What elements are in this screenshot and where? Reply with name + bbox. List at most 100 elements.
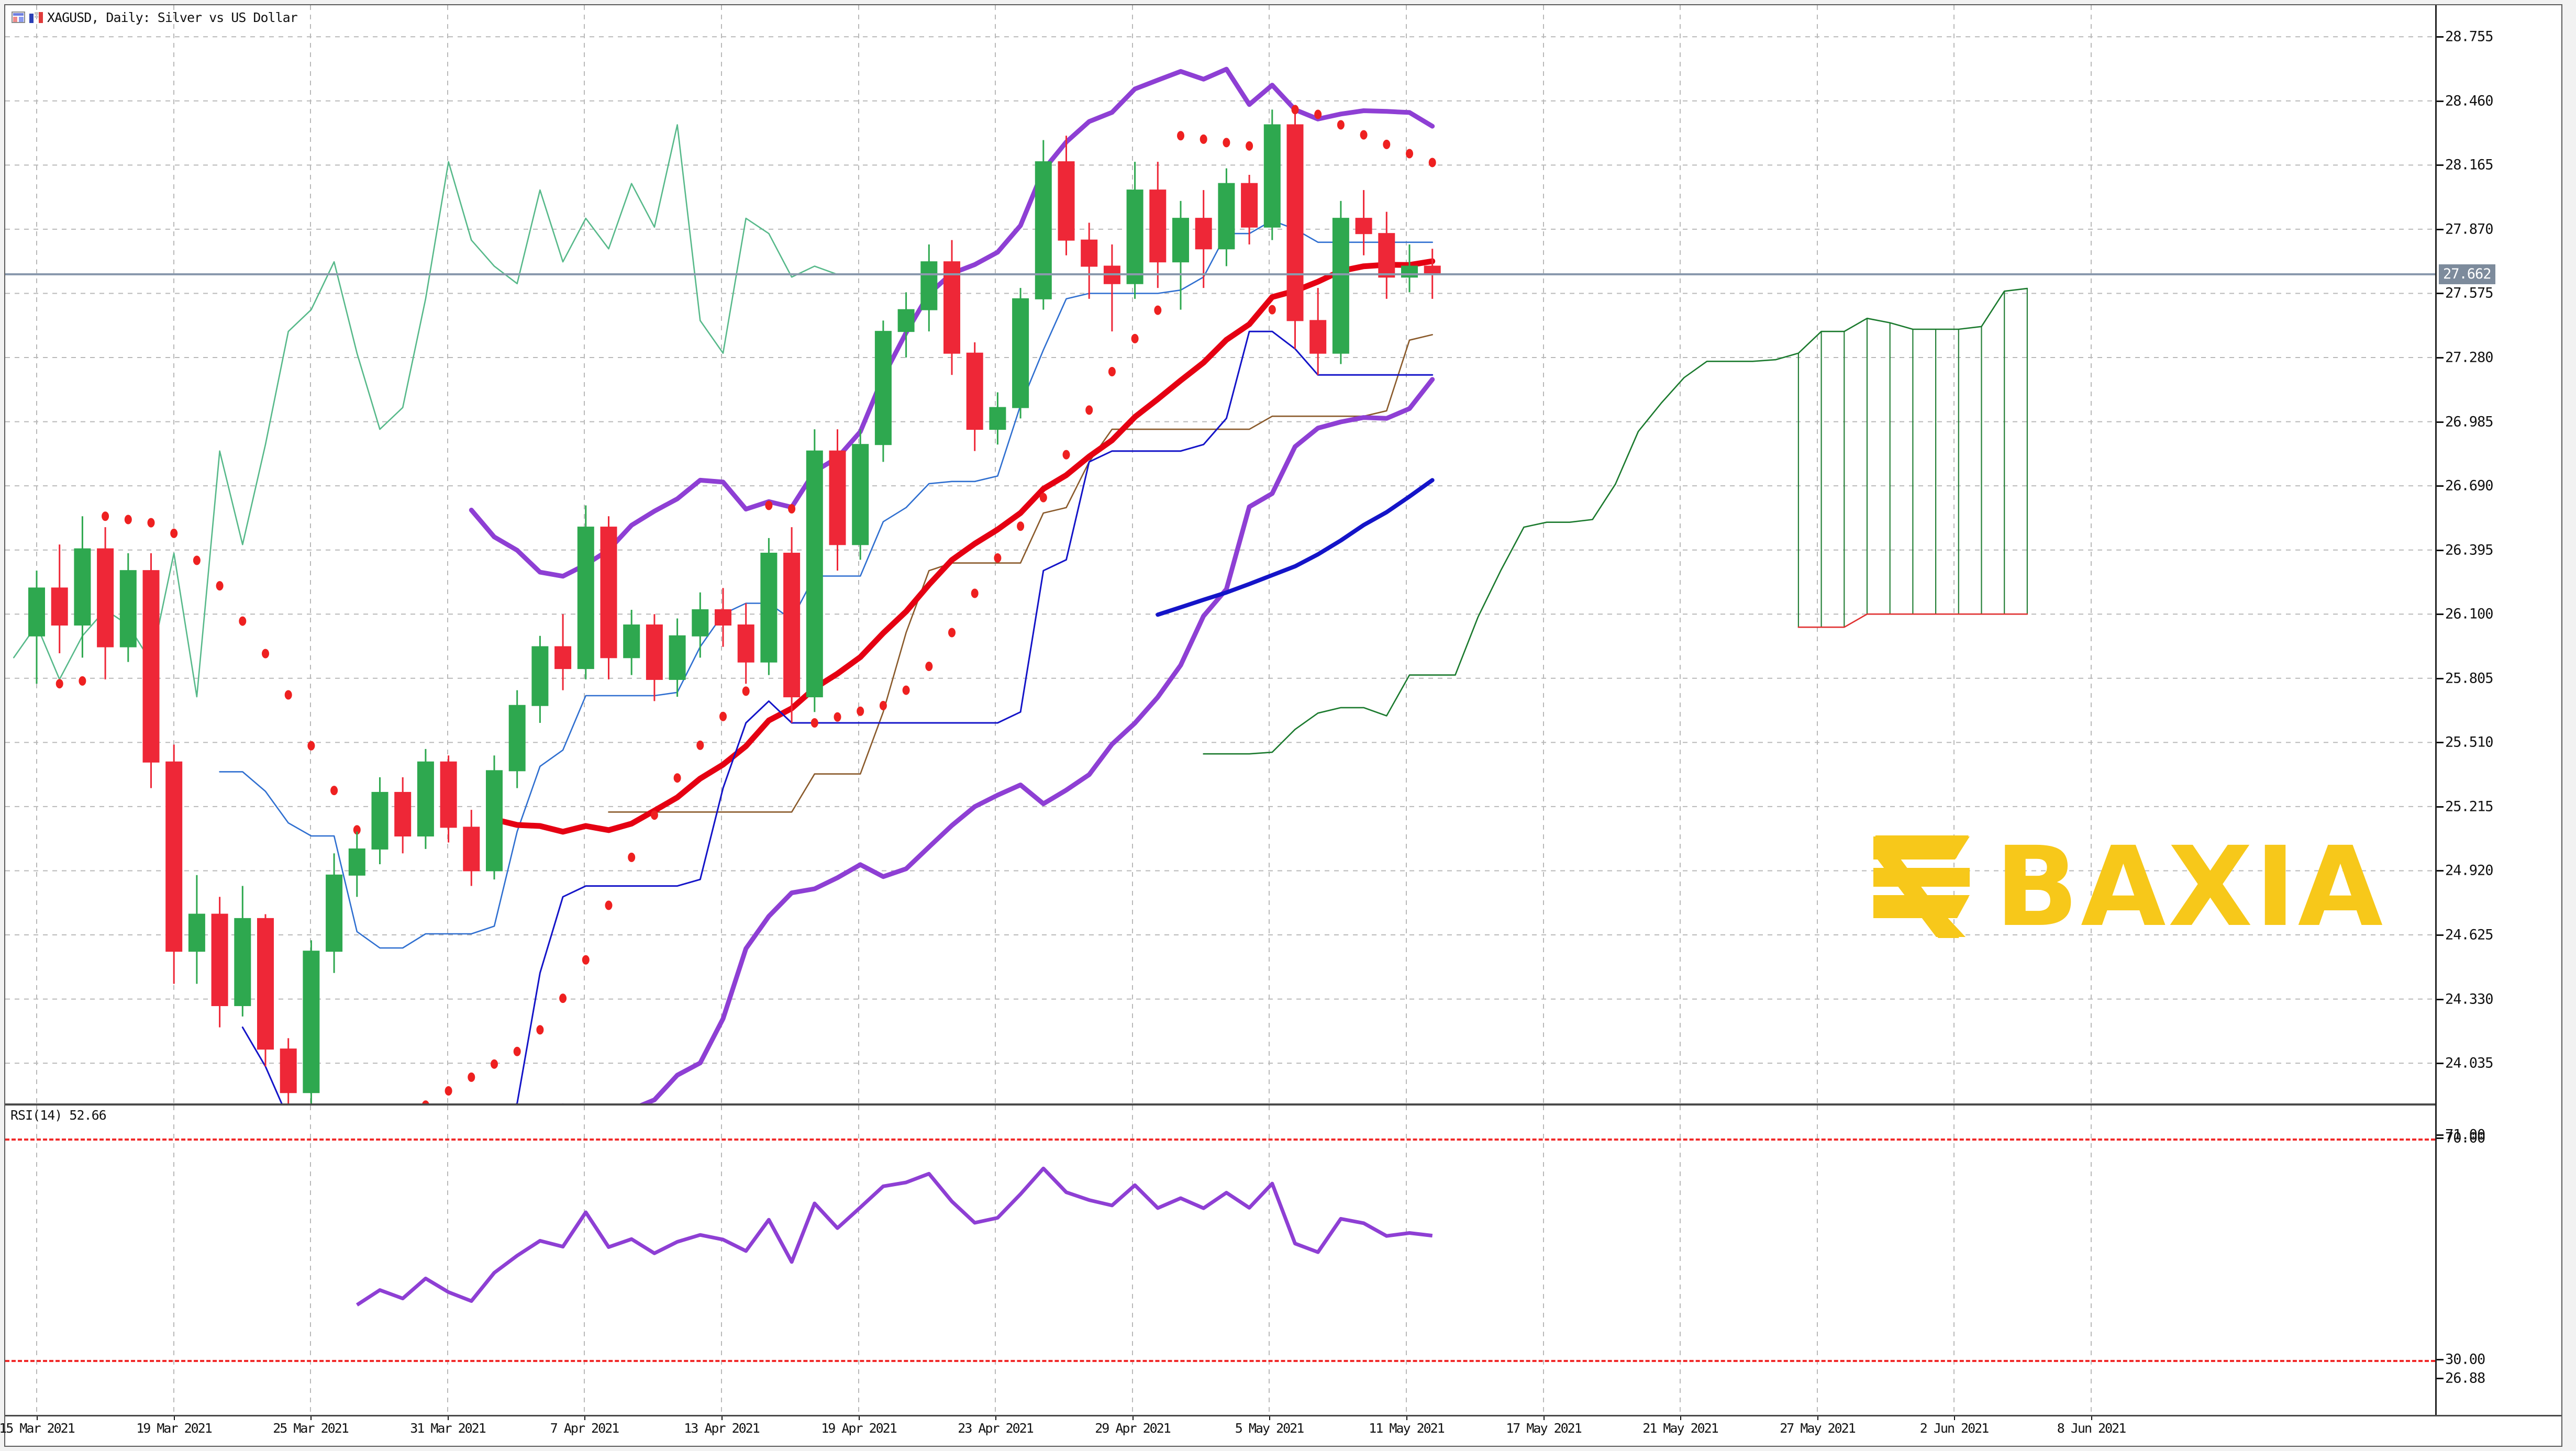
date-axis-label: 19 Mar 2021	[136, 1421, 213, 1436]
price-axis[interactable]: 28.755 28.460 28.165 27.870 27.575 27.280 26.9…	[2435, 5, 2561, 1415]
parabolic-sar-dots	[55, 105, 1436, 1103]
date-axis-label: 19 Apr 2021	[821, 1421, 897, 1436]
date-axis-label: 15 Mar 2021	[0, 1421, 75, 1436]
candle	[1149, 189, 1167, 263]
price-axis-label: 25.215	[2445, 798, 2494, 815]
date-axis-label: 11 May 2021	[1369, 1421, 1445, 1436]
rsi-axis-label-oversold-tick	[2437, 1359, 2444, 1361]
price-axis-label: 24.330	[2445, 991, 2494, 1008]
rsi-chart-canvas[interactable]	[5, 1106, 2435, 1415]
rsi-axis-label-current-tick	[2437, 1378, 2444, 1380]
price-axis-tick	[2437, 742, 2444, 744]
rsi-indicator-label: RSI(14) 52.66	[10, 1108, 107, 1123]
price-axis-tick	[2437, 36, 2444, 38]
candle	[1126, 189, 1143, 284]
price-axis-tick	[2437, 934, 2444, 936]
chart-window[interactable]: BAXIA XAGUSD, Daily: Silver vs US Dollar	[0, 4, 2562, 1447]
rsi-line	[356, 1166, 1433, 1307]
candle	[440, 761, 457, 828]
date-axis-label: 29 Apr 2021	[1095, 1421, 1171, 1436]
price-axis-label: 28.460	[2445, 93, 2494, 109]
date-axis-tick	[1406, 1416, 1407, 1420]
candle	[760, 552, 778, 663]
candle	[1195, 218, 1212, 250]
date-axis-label: 31 Mar 2021	[410, 1421, 486, 1436]
date-axis-tick	[1132, 1416, 1134, 1420]
date-axis-tick	[859, 1416, 860, 1420]
ichimoku-chikou-span	[13, 124, 838, 698]
candle	[554, 646, 572, 669]
date-axis-label: 21 May 2021	[1642, 1421, 1719, 1436]
candle	[1035, 161, 1052, 299]
candlestick-series	[28, 109, 1441, 1103]
candle	[74, 548, 91, 626]
price-axis-label: 24.920	[2445, 862, 2494, 879]
price-chart-canvas[interactable]	[5, 5, 2435, 1103]
moving-averages	[241, 258, 1436, 1103]
candle	[508, 705, 526, 772]
candle	[188, 913, 205, 952]
candle	[371, 791, 388, 850]
candle	[783, 552, 801, 698]
price-axis-tick	[2437, 100, 2444, 102]
price-axis-label: 26.690	[2445, 477, 2494, 494]
rsi-pane[interactable]: RSI(14) 52.66	[5, 1105, 2435, 1415]
candle	[257, 918, 274, 1050]
candle	[1172, 218, 1189, 263]
candle	[897, 309, 915, 332]
date-axis-tick	[995, 1416, 996, 1420]
candle	[280, 1048, 297, 1093]
date-axis-tick	[1954, 1416, 1955, 1420]
date-axis-label: 25 Mar 2021	[273, 1421, 349, 1436]
candle	[1355, 218, 1372, 235]
price-axis-tick	[2437, 228, 2444, 230]
candle	[737, 624, 754, 663]
candle	[874, 331, 892, 445]
price-axis-label: 25.510	[2445, 734, 2494, 751]
price-axis-tick	[2437, 998, 2444, 1000]
date-axis-tick	[2091, 1416, 2092, 1420]
candle	[1218, 183, 1235, 250]
candle	[1263, 124, 1281, 228]
date-axis-tick	[1269, 1416, 1270, 1420]
candle	[1081, 239, 1098, 267]
candle	[142, 570, 160, 763]
candle	[1241, 183, 1258, 228]
price-axis-tick	[2437, 485, 2444, 487]
rsi-axis-label-overbought-alt: 71.00	[2445, 1126, 2485, 1143]
price-axis-label: 24.035	[2445, 1055, 2494, 1071]
candle	[486, 770, 503, 872]
candle	[417, 761, 434, 837]
date-axis-label: 13 Apr 2021	[684, 1421, 760, 1436]
candle	[28, 587, 45, 637]
price-axis-tick	[2437, 1063, 2444, 1065]
date-axis-tick	[584, 1416, 585, 1420]
candle	[852, 444, 869, 545]
candle	[531, 646, 549, 706]
price-axis-label: 24.625	[2445, 927, 2494, 943]
candle	[303, 951, 320, 1093]
date-axis-label: 23 Apr 2021	[958, 1421, 1034, 1436]
candle	[211, 913, 228, 1007]
candle	[326, 874, 343, 952]
candle	[920, 261, 938, 310]
price-axis-label: 25.805	[2445, 670, 2494, 687]
date-axis-tick	[721, 1416, 723, 1420]
candle	[829, 450, 846, 545]
date-axis[interactable]: 15 Mar 2021 19 Mar 2021 25 Mar 2021 31 Mar …	[0, 1415, 2561, 1446]
date-axis-tick	[37, 1416, 38, 1420]
date-axis-tick	[448, 1416, 449, 1420]
date-axis-label: 27 May 2021	[1780, 1421, 1856, 1436]
rsi-axis-label-overbought-alt-tick	[2437, 1134, 2444, 1136]
price-pane[interactable]: BAXIA XAGUSD, Daily: Silver vs US Dollar	[5, 5, 2435, 1105]
candle	[646, 624, 663, 680]
candle	[623, 624, 640, 658]
rsi-axis-label-overbought: 70.00	[2445, 1130, 2485, 1146]
ichimoku-cloud	[1203, 287, 2028, 755]
candle	[51, 587, 68, 626]
price-axis-tick	[2437, 357, 2444, 359]
candle	[1058, 161, 1075, 241]
price-axis-label: 28.165	[2445, 157, 2494, 173]
rsi-axis-label-current: 26.88	[2445, 1370, 2485, 1387]
candle	[165, 761, 183, 952]
